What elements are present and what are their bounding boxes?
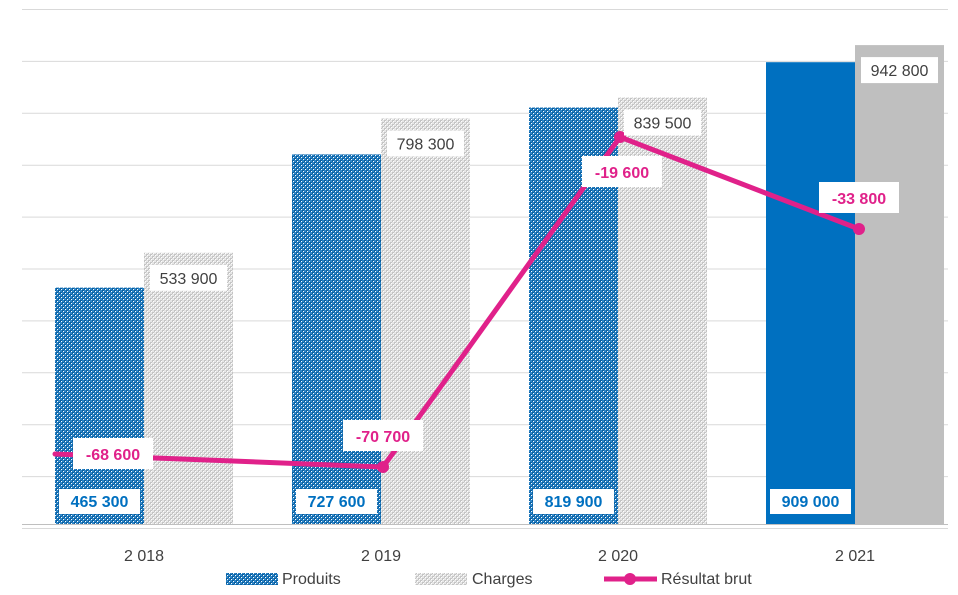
result-marker — [377, 461, 389, 473]
data-label-text: -33 800 — [832, 191, 886, 208]
legend-swatch — [226, 573, 278, 585]
result-marker — [614, 131, 626, 143]
data-label-produits: 819 900 — [533, 489, 614, 514]
data-label-text: -19 600 — [595, 165, 649, 182]
data-label-resultat: -19 600 — [582, 156, 662, 187]
x-tick-label: 2 019 — [361, 548, 401, 565]
data-label-text: 533 900 — [160, 271, 218, 288]
bar-charges — [144, 252, 233, 525]
data-label-box — [343, 420, 423, 451]
data-label-charges: 942 800 — [861, 57, 938, 84]
legend-label: Charges — [472, 571, 532, 588]
data-label-box — [387, 130, 464, 157]
bar-produits — [55, 287, 144, 524]
data-label-produits: 465 300 — [59, 489, 140, 514]
x-tick-label: 2 020 — [598, 548, 638, 565]
data-label-text: -70 700 — [356, 429, 410, 446]
data-label-resultat: -33 800 — [819, 182, 899, 213]
x-tick-label: 2 021 — [835, 548, 875, 565]
legend-swatch — [415, 573, 467, 585]
data-label-text: 909 000 — [782, 494, 840, 511]
legend-item-produits: Produits — [226, 571, 341, 588]
data-label-box — [533, 489, 614, 514]
data-label-produits: 909 000 — [770, 489, 851, 514]
legend-item-charges: Charges — [415, 571, 532, 588]
data-labels: 465 300 533 900 727 600 798 300 819 900 839 5… — [59, 57, 938, 514]
data-label-text: 465 300 — [71, 494, 129, 511]
data-label-box — [150, 264, 227, 291]
bars — [55, 45, 944, 525]
data-label-box — [624, 109, 701, 136]
legend-label: Résultat brut — [661, 571, 752, 588]
x-axis: 2 018 2 019 2 020 2 021 — [22, 524, 948, 565]
legend-item-resultat: Résultat brut — [604, 571, 752, 588]
legend: Produits Charges Résultat brut — [226, 571, 752, 588]
bar-produits — [766, 62, 855, 524]
data-label-charges: 798 300 — [387, 130, 464, 157]
data-label-resultat: -68 600 — [73, 438, 153, 469]
legend-swatch-marker — [624, 573, 636, 585]
legend-label: Produits — [282, 571, 341, 588]
data-label-box — [582, 156, 662, 187]
data-label-box — [73, 438, 153, 469]
data-label-resultat: -70 700 — [343, 420, 423, 451]
result-marker — [853, 223, 865, 235]
data-label-produits: 727 600 — [296, 489, 377, 514]
data-label-text: -68 600 — [86, 447, 140, 464]
data-label-charges: 533 900 — [150, 264, 227, 291]
data-label-box — [861, 57, 938, 84]
result-line — [52, 131, 865, 473]
x-tick-label: 2 018 — [124, 548, 164, 565]
data-label-box — [819, 182, 899, 213]
data-label-text: 839 500 — [634, 116, 692, 133]
data-label-box — [59, 489, 140, 514]
data-label-text: 727 600 — [308, 494, 366, 511]
bar-charges — [855, 45, 944, 524]
data-label-charges: 839 500 — [624, 109, 701, 136]
data-label-box — [770, 489, 851, 514]
bar-charges — [381, 118, 470, 524]
data-label-box — [296, 489, 377, 514]
data-label-text: 942 800 — [871, 63, 929, 80]
result-line-path — [52, 134, 862, 470]
data-label-text: 819 900 — [545, 494, 603, 511]
data-label-text: 798 300 — [397, 137, 455, 154]
